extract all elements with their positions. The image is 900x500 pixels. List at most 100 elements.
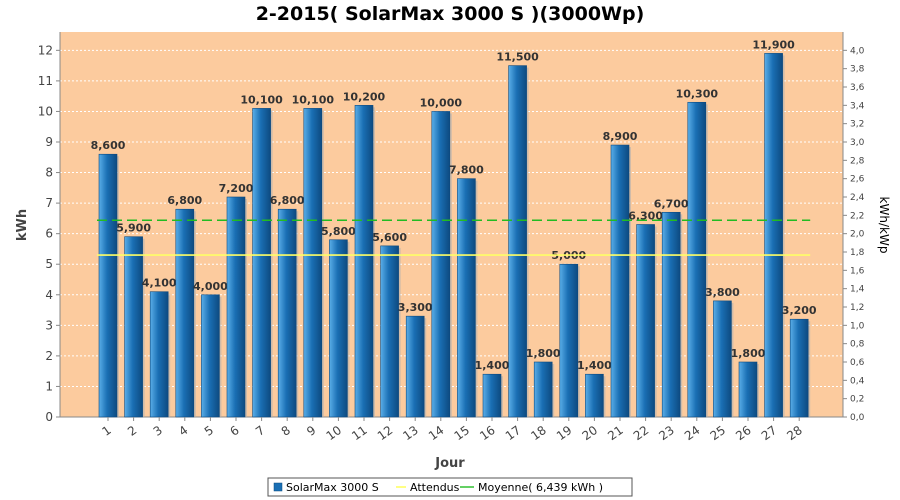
y2-tick-label: 0,8 [850,340,865,350]
bar-value-label: 6,800 [167,194,202,207]
bar [713,300,732,418]
bar [405,315,425,418]
x-tick-label: 12 [375,423,396,443]
bar [789,318,809,418]
x-tick-label: 2 [125,423,139,439]
y2-tick-label: 3,6 [850,83,865,93]
x-tick-label: 20 [580,423,601,443]
x-tick-label: 14 [426,423,447,443]
y-tick-label: 8 [45,166,53,180]
y-tick-label: 1 [45,379,53,393]
bar [175,208,195,418]
bar-value-label: 11,500 [496,51,539,64]
y2-tick-label: 2,4 [850,193,865,203]
bar [149,291,169,418]
x-tick-label: 13 [400,423,421,443]
y2-tick-label: 0,2 [850,395,864,405]
x-tick-label: 18 [528,423,549,443]
bar-value-label: 10,100 [240,93,283,106]
x-tick-label: 22 [631,423,652,443]
x-tick-label: 4 [176,423,190,439]
x-tick-label: 1 [99,423,113,439]
x-tick-label: 27 [759,423,780,443]
bar [431,111,451,418]
y2-tick-label: 2,6 [850,175,865,185]
bar [764,53,783,418]
bar-value-label: 5,600 [372,231,407,244]
x-tick-label: 19 [554,423,575,443]
x-tick-label: 9 [304,423,318,439]
y2-tick-label: 2,0 [850,230,865,240]
x-tick-label: 15 [452,423,473,443]
bar [559,263,579,418]
bar [124,236,143,418]
y2-tick-label: 3,0 [850,138,865,148]
bar-value-label: 7,800 [449,164,484,177]
bar [687,101,707,418]
bar [661,211,681,418]
bar-value-label: 10,100 [292,93,335,106]
legend-swatch-bar [273,482,283,492]
x-tick-label: 10 [324,423,345,443]
bar [738,361,758,418]
bar-value-label: 7,200 [219,182,254,195]
y-tick-label: 4 [45,288,53,302]
bar-value-label: 6,300 [628,210,663,223]
y2-axis-title: kWh/kWp [877,197,891,254]
bar [482,373,502,418]
x-tick-label: 24 [682,423,703,443]
bar [303,108,323,418]
chart-title: 2-2015( SolarMax 3000 S )(3000Wp) [256,3,645,25]
bar-value-label: 8,900 [603,130,638,143]
bar [98,153,118,418]
x-tick-label: 8 [279,423,293,439]
y2-tick-label: 1,0 [850,321,865,331]
bar [329,239,348,418]
bar [201,294,220,418]
y2-tick-label: 0,4 [850,376,865,386]
bar-value-label: 10,200 [343,90,386,103]
y-tick-label: 10 [38,104,53,118]
y2-tick-label: 0,6 [850,358,865,368]
bar [380,245,399,418]
legend-box [267,477,633,497]
x-tick-label: 28 [784,423,805,443]
y2-tick-label: 2,2 [850,211,864,221]
y-tick-label: 9 [45,135,53,149]
x-tick-label: 7 [253,423,267,439]
y2-tick-label: 4,0 [850,46,865,56]
bar-value-label: 3,800 [705,286,740,299]
bar-value-label: 1,800 [526,347,561,360]
x-tick-label: 11 [349,423,370,443]
bar-value-label: 3,300 [398,301,433,314]
x-tick-label: 25 [708,423,729,443]
bar-value-label: 6,800 [270,194,305,207]
bar [277,208,297,418]
y2-tick-label: 1,4 [850,285,865,295]
bar-value-label: 1,400 [475,359,510,372]
y-tick-label: 3 [45,318,53,332]
bar [252,108,271,418]
bar [585,373,604,418]
x-tick-label: 5 [202,423,216,439]
x-tick-label: 17 [503,423,524,443]
legend-label-bar: SolarMax 3000 S [286,481,379,494]
legend-label-moyenne: Moyenne( 6,439 kWh ) [478,481,603,494]
bar [457,178,476,418]
bar-value-label: 10,300 [676,87,719,100]
y2-tick-label: 3,2 [850,120,864,130]
x-tick-label: 21 [605,423,626,443]
x-tick-label: 16 [477,423,498,443]
x-tick-label: 23 [656,423,677,443]
y2-tick-label: 3,4 [850,101,865,111]
bar [610,144,630,418]
bar-value-label: 10,000 [420,96,463,109]
legend-label-attendus: Attendus [410,481,460,494]
y-tick-label: 5 [45,257,53,271]
y2-tick-label: 0,0 [850,413,865,423]
y-tick-label: 12 [38,43,53,57]
y-tick-label: 11 [38,74,53,88]
y-tick-label: 0 [45,410,53,424]
y2-tick-label: 1,2 [850,303,864,313]
